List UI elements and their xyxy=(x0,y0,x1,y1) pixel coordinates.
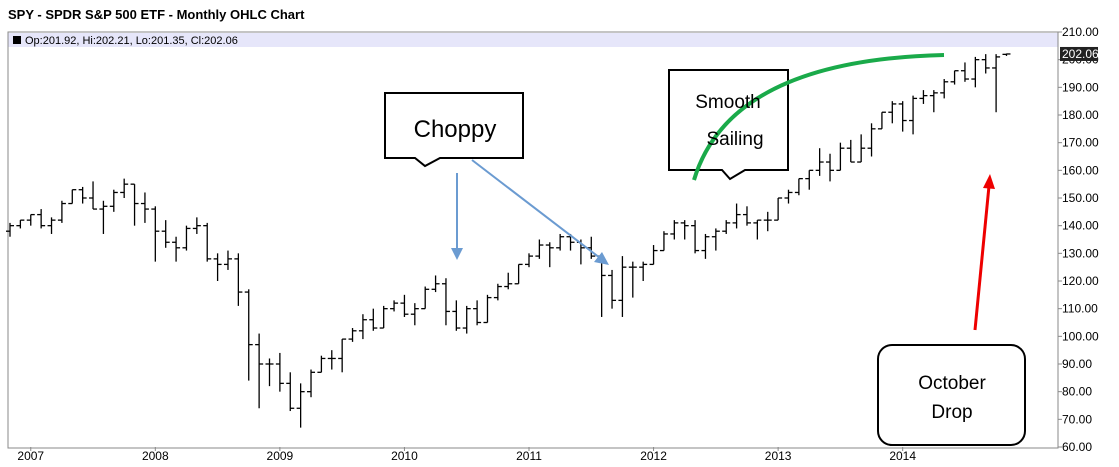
arrow-head xyxy=(983,174,995,189)
y-tick-label: 80.00 xyxy=(1062,385,1092,399)
annotation: Sailing xyxy=(706,129,763,150)
annotation: Drop xyxy=(931,402,972,423)
y-tick-label: 150.00 xyxy=(1062,191,1099,205)
y-tick-label: 130.00 xyxy=(1062,246,1099,260)
arrow-head xyxy=(451,248,463,260)
plot-frame xyxy=(7,31,1059,449)
y-tick-label: 140.00 xyxy=(1062,219,1099,233)
callout-box xyxy=(384,92,524,168)
y-tick-label: 120.00 xyxy=(1062,274,1099,288)
price-marker-label: 202.06 xyxy=(1062,47,1099,61)
arrow xyxy=(973,185,991,331)
annotation: Smooth xyxy=(695,92,760,113)
arrow xyxy=(471,159,601,259)
y-tick-label: 180.00 xyxy=(1062,108,1099,122)
x-tick-label: 2014 xyxy=(889,449,916,462)
trend-arc xyxy=(692,53,945,181)
info-swatch xyxy=(13,36,21,44)
x-tick-label: 2008 xyxy=(142,449,169,462)
price-marker-box xyxy=(1060,46,1098,61)
y-tick-label: 110.00 xyxy=(1062,302,1098,316)
y-tick-label: 190.00 xyxy=(1062,80,1099,94)
x-tick-label: 2007 xyxy=(17,449,44,462)
arrow-head xyxy=(594,252,609,265)
x-tick-label: 2009 xyxy=(267,449,294,462)
x-tick-label: 2013 xyxy=(765,449,792,462)
callout-box xyxy=(877,344,1026,446)
callout-box xyxy=(668,69,789,181)
y-tick-label: 60.00 xyxy=(1062,440,1092,454)
y-tick-label: 90.00 xyxy=(1062,357,1092,371)
info-text: Op:201.92, Hi:202.21, Lo:201.35, Cl:202.… xyxy=(25,35,238,47)
y-tick-label: 100.00 xyxy=(1062,329,1099,343)
x-tick-label: 2012 xyxy=(640,449,667,462)
annotation: Choppy xyxy=(414,116,497,143)
chart-title: SPY - SPDR S&P 500 ETF - Monthly OHLC Ch… xyxy=(8,7,305,22)
y-tick-label: 160.00 xyxy=(1062,163,1099,177)
y-tick-label: 170.00 xyxy=(1062,136,1099,150)
x-tick-label: 2011 xyxy=(516,449,542,462)
y-tick-label: 210.00 xyxy=(1062,25,1099,39)
annotation: October xyxy=(918,373,986,394)
info-bar xyxy=(8,33,1058,47)
x-tick-label: 2010 xyxy=(391,449,418,462)
y-tick-label: 70.00 xyxy=(1062,412,1092,426)
